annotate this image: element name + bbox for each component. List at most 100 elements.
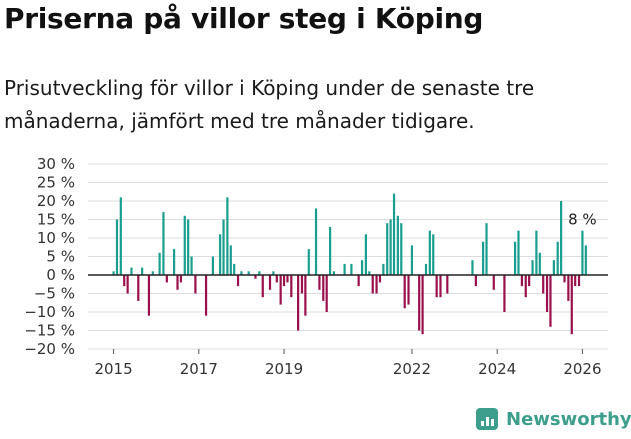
- data-label: 8 %: [568, 211, 597, 229]
- bar: [115, 219, 119, 275]
- bar: [549, 275, 552, 327]
- bar: [542, 275, 545, 294]
- bar: [226, 197, 229, 275]
- bar: [261, 275, 264, 298]
- bar: [332, 271, 336, 275]
- bar: [141, 267, 144, 275]
- bar: [584, 245, 587, 275]
- bar: [474, 275, 477, 287]
- bar: [368, 271, 371, 275]
- y-tick-label: 5 %: [46, 248, 75, 266]
- bar: [556, 241, 559, 275]
- bar: [538, 252, 541, 275]
- bar: [151, 271, 154, 275]
- bar: [446, 275, 449, 294]
- bar: [531, 260, 534, 275]
- bar: [482, 241, 485, 275]
- bar: [400, 223, 403, 275]
- bar: [222, 219, 225, 275]
- bar: [343, 263, 346, 275]
- bar: [403, 275, 406, 309]
- bar: [432, 234, 435, 275]
- bar: [503, 275, 506, 312]
- y-tick-label: 0 %: [46, 266, 75, 284]
- bar: [236, 275, 240, 287]
- bar: [190, 256, 193, 275]
- bar: [407, 275, 410, 305]
- bar: [574, 275, 577, 287]
- bar: [183, 215, 186, 275]
- y-tick-label: −20 %: [24, 340, 75, 358]
- bar: [435, 275, 438, 298]
- bar: [350, 263, 353, 275]
- bar: [119, 197, 122, 275]
- bar: [517, 230, 520, 275]
- bar: [204, 275, 208, 316]
- y-tick-label: −10 %: [24, 303, 75, 321]
- x-tick-label: 2024: [478, 360, 516, 378]
- y-tick-label: −15 %: [24, 322, 75, 340]
- bar: [147, 275, 151, 316]
- bar: [112, 271, 115, 275]
- bar: [424, 263, 428, 275]
- brand-name: Newsworthy: [506, 408, 631, 430]
- bar: [219, 234, 222, 275]
- bar: [471, 260, 474, 275]
- bar: [322, 275, 325, 301]
- bar: [304, 275, 307, 316]
- bar: [421, 275, 424, 335]
- brand-logo: Newsworthy: [476, 408, 631, 430]
- bar: [563, 275, 566, 283]
- bar: [172, 249, 176, 275]
- bar: [428, 230, 431, 275]
- bar: [137, 275, 140, 301]
- bar: [386, 223, 389, 275]
- bar: [314, 208, 318, 275]
- bar: [382, 263, 385, 275]
- bar: [485, 223, 488, 275]
- chart-title: Priserna på villor steg i Köping: [4, 2, 484, 35]
- bar: [297, 275, 300, 331]
- bar: [290, 275, 293, 298]
- bar: [162, 212, 165, 275]
- bar: [279, 275, 282, 305]
- y-tick-label: 10 %: [37, 229, 75, 247]
- bar: [360, 260, 364, 275]
- bar: [410, 245, 414, 275]
- bar: [229, 245, 232, 275]
- bar: [123, 275, 126, 287]
- bar: [307, 249, 310, 275]
- bar: [528, 275, 531, 287]
- bar: [396, 215, 399, 275]
- bar: [364, 234, 368, 275]
- bar: [570, 275, 573, 335]
- bar: [577, 275, 581, 287]
- bar: [275, 275, 278, 283]
- bar: [126, 275, 129, 294]
- bar: [581, 230, 584, 275]
- bar: [560, 201, 563, 275]
- x-tick-label: 2015: [94, 360, 132, 378]
- bar: [130, 267, 133, 275]
- bar: [254, 275, 257, 279]
- y-tick-label: 15 %: [37, 211, 75, 229]
- bar: [325, 275, 328, 312]
- bar: [165, 275, 168, 283]
- x-tick-label: 2017: [180, 360, 218, 378]
- bar: [389, 219, 392, 275]
- bar: [158, 252, 161, 275]
- y-tick-label: 30 %: [37, 155, 75, 173]
- bar: [286, 275, 289, 283]
- bar: [176, 275, 179, 290]
- bar: [513, 241, 517, 275]
- bar: [371, 275, 374, 294]
- bar: [392, 193, 396, 275]
- bar: [272, 271, 275, 275]
- bar: [492, 275, 495, 290]
- bar: [418, 275, 421, 331]
- y-tick-label: 25 %: [37, 174, 75, 192]
- bar: [258, 271, 261, 275]
- bar: [535, 230, 538, 275]
- bar: [357, 275, 360, 287]
- bar: [318, 275, 321, 290]
